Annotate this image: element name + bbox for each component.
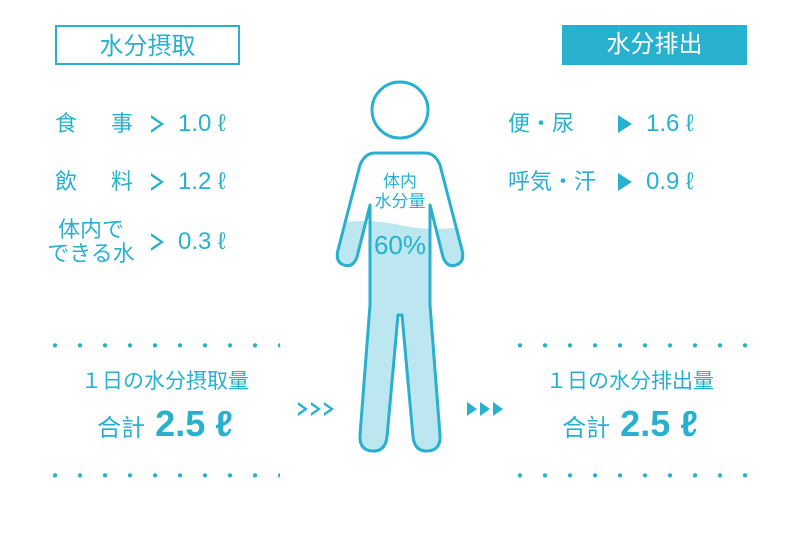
intake-row-2-label: 飲 料 [55,170,137,194]
intake-total-value: 2.5 ℓ [155,403,233,445]
body-figure: 体内水分量 60% [330,75,470,465]
intake-row-1: 食 事 1.0 ℓ [55,110,285,138]
intake-row-2: 飲 料 1.2 ℓ [55,168,285,196]
intake-row-3-label: 体内でできる水 [45,218,137,266]
output-total-title: １日の水分排出量 [520,365,740,395]
triangle-solid-icon [618,173,632,191]
output-row-1-label: 便・尿 [508,112,604,136]
dots-divider: ・・・・・・・・・・・・・・・・ [45,330,280,359]
triangle-solid-icon [618,115,632,133]
intake-total: １日の水分摂取量 合計 2.5 ℓ [55,365,275,445]
intake-row-2-value: 1.2 ℓ [178,168,226,196]
dots-divider: ・・・・・・・・・・・・・・・・ [510,330,750,359]
figure-percent: 60% [330,230,470,261]
intake-row-3-value: 0.3 ℓ [178,228,226,256]
output-total-value: 2.5 ℓ [620,403,698,445]
output-total-label: 合計 [562,408,610,443]
intake-total-title: １日の水分摂取量 [55,365,275,395]
triangle-outline-icon [151,233,164,251]
intake-row-3: 体内でできる水 0.3 ℓ [45,218,285,266]
output-row-2-value: 0.9 ℓ [646,168,694,196]
arrows-output-icon [467,402,503,416]
intake-row-1-value: 1.0 ℓ [178,110,226,138]
dots-divider: ・・・・・・・・・・・・・・・・ [45,460,280,489]
header-intake: 水分摂取 [55,25,240,65]
arrows-intake-icon [298,402,334,416]
output-row-2-label: 呼気・汗 [508,170,604,194]
dots-divider: ・・・・・・・・・・・・・・・・ [510,460,750,489]
output-total: １日の水分排出量 合計 2.5 ℓ [520,365,740,445]
triangle-outline-icon [151,115,164,133]
output-row-1-value: 1.6 ℓ [646,110,694,138]
header-output: 水分排出 [562,25,747,65]
triangle-outline-icon [151,173,164,191]
output-row-1: 便・尿 1.6 ℓ [508,110,768,138]
intake-total-label: 合計 [97,408,145,443]
output-row-2: 呼気・汗 0.9 ℓ [508,168,768,196]
intake-row-1-label: 食 事 [55,112,137,136]
figure-body-label: 体内水分量 [330,172,470,211]
